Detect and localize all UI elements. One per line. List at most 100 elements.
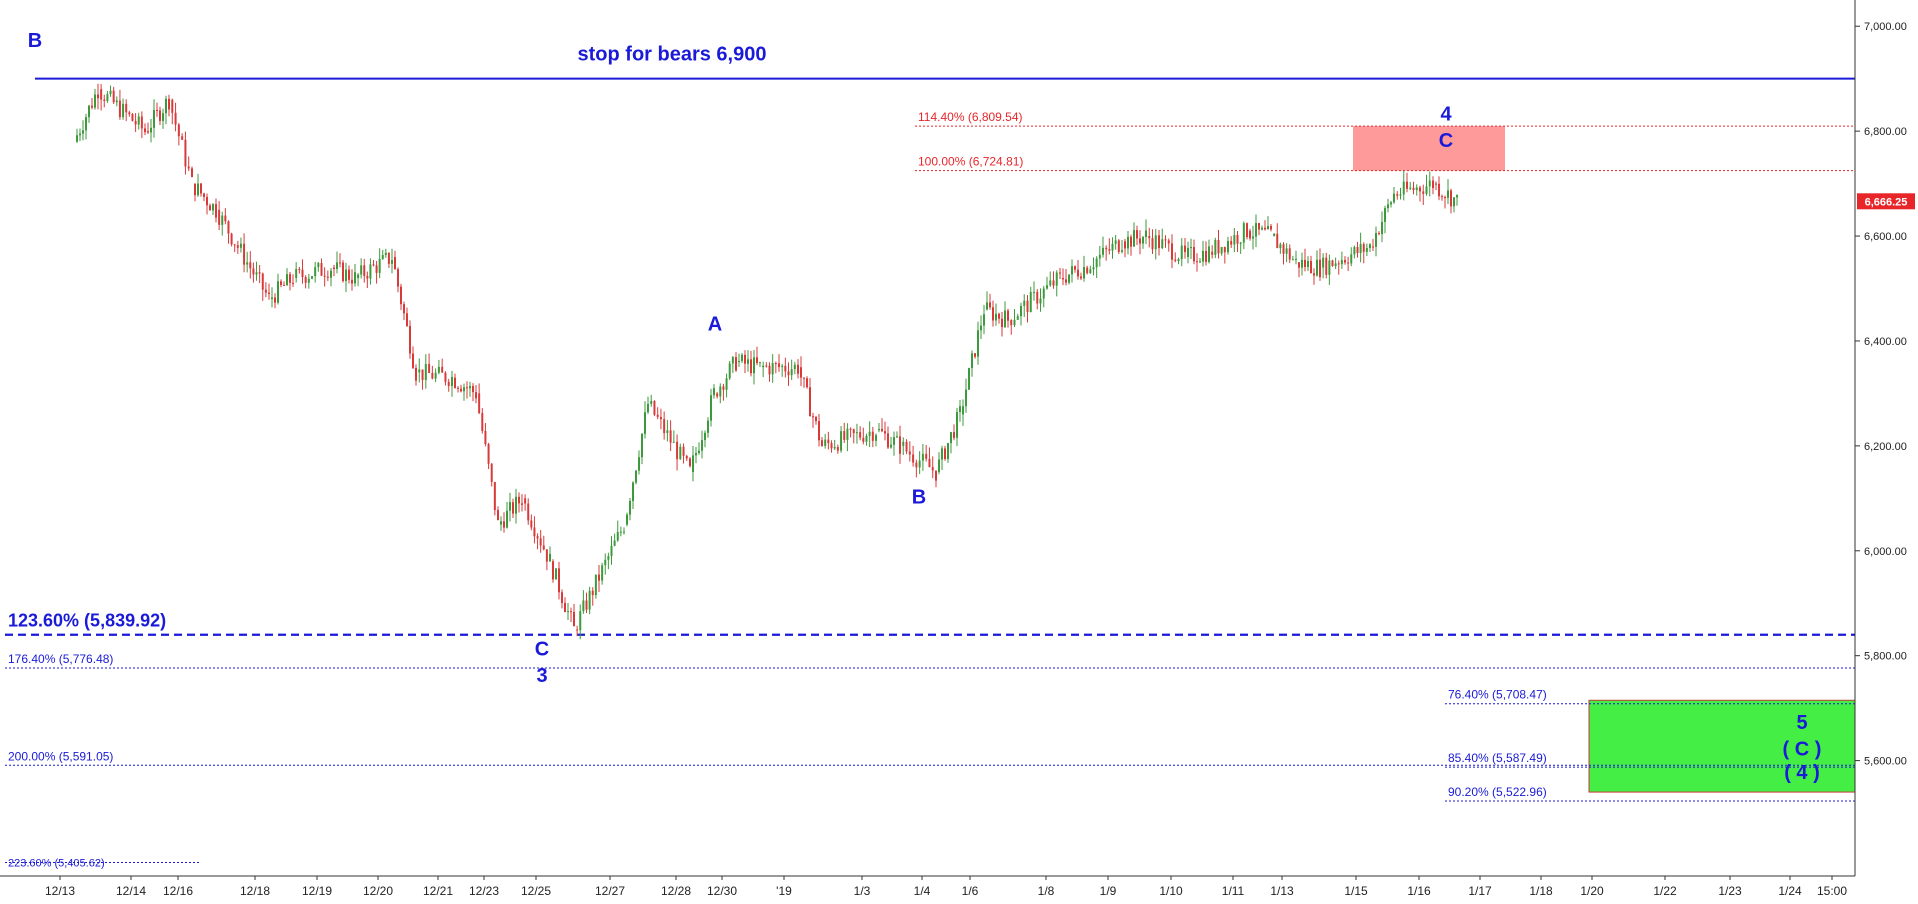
candle-body-366 [1211, 251, 1214, 255]
y-tick-label-0: 7,000.00 [1864, 21, 1907, 33]
candle-body-102 [391, 260, 393, 264]
candle-body-154 [552, 561, 554, 580]
candle-body-216 [744, 354, 746, 364]
overlay-lines-layer [5, 77, 1855, 864]
wave-label-4: 3 [536, 665, 547, 687]
candle-body-73 [301, 269, 304, 278]
candle-body-236 [806, 378, 808, 388]
candle-body-24 [150, 127, 152, 133]
candle-body-61 [264, 289, 267, 293]
candle-body-294 [986, 302, 988, 310]
candle-body-373 [1233, 235, 1236, 245]
candle-body-362 [1199, 261, 1201, 263]
candle-body-21 [140, 116, 143, 129]
x-tick-label-12: '19 [776, 884, 792, 898]
candle-body-258 [875, 435, 877, 441]
candle-body-378 [1249, 230, 1251, 239]
candle-body-160 [570, 611, 572, 613]
candle-body-380 [1255, 223, 1257, 237]
candle-body-222 [762, 365, 765, 368]
candle-body-58 [255, 272, 258, 275]
x-tick-label-26: 1/22 [1653, 884, 1677, 898]
x-tick-label-24: 1/18 [1529, 884, 1553, 898]
candle-body-9 [103, 99, 106, 101]
candle-body-297 [995, 313, 997, 321]
candle-body-93 [363, 265, 366, 277]
candle-body-39 [197, 183, 199, 196]
overlay-label-3: 123.60% (5,839.92) [8, 611, 166, 631]
candle-body-241 [821, 440, 823, 447]
candle-body-45 [215, 204, 217, 218]
candle-body-177 [623, 531, 625, 533]
candle-body-179 [629, 501, 631, 515]
candle-body-206 [713, 388, 715, 396]
candle-body-313 [1046, 285, 1048, 289]
candle-body-181 [635, 470, 637, 483]
x-tick-label-21: 1/15 [1344, 884, 1368, 898]
candle-body-155 [555, 568, 557, 580]
candle-body-242 [824, 439, 827, 446]
candle-body-120 [447, 381, 450, 387]
overlay-label-4: 176.40% (5,776.48) [8, 652, 113, 666]
candle-body-284 [956, 412, 958, 438]
candle-body-336 [1117, 240, 1120, 252]
candle-body-408 [1340, 260, 1343, 265]
candle-body-99 [381, 255, 384, 259]
candle-body-129 [475, 392, 477, 399]
candle-body-183 [641, 433, 643, 458]
candle-body-126 [466, 387, 468, 389]
x-tick-label-29: 15:00 [1817, 884, 1847, 898]
candle-body-368 [1217, 239, 1220, 254]
candle-body-202 [701, 440, 703, 451]
candle-body-286 [962, 406, 964, 415]
x-tick-label-27: 1/23 [1718, 884, 1742, 898]
candle-body-343 [1139, 238, 1141, 244]
candle-body-337 [1121, 250, 1123, 252]
candle-body-407 [1337, 263, 1340, 265]
x-tick-label-4: 12/19 [302, 884, 332, 898]
candle-body-254 [862, 437, 865, 442]
candle-body-114 [428, 363, 431, 373]
candle-body-161 [573, 611, 575, 627]
candle-body-327 [1089, 269, 1092, 274]
x-tick-label-18: 1/10 [1159, 884, 1183, 898]
candle-body-50 [230, 233, 233, 245]
candle-body-400 [1316, 259, 1318, 276]
candle-body-228 [781, 365, 784, 368]
candle-body-185 [647, 403, 649, 413]
candle-body-77 [314, 267, 317, 277]
candle-body-66 [280, 281, 282, 285]
candle-body-376 [1242, 223, 1245, 243]
candle-body-416 [1365, 248, 1368, 252]
candle-body-195 [679, 446, 682, 460]
candle-body-330 [1098, 254, 1101, 259]
candle-body-96 [372, 264, 375, 266]
candle-body-234 [800, 367, 802, 378]
candle-body-71 [295, 269, 298, 279]
candle-body-265 [896, 436, 898, 438]
overlay-label-8: 90.20% (5,522.96) [1448, 785, 1547, 799]
candle-body-399 [1313, 273, 1315, 276]
candle-body-106 [403, 304, 405, 314]
candle-body-178 [626, 514, 628, 525]
candle-body-191 [666, 430, 669, 434]
candle-body-391 [1288, 248, 1291, 260]
candle-body-147 [530, 520, 533, 528]
candle-body-25 [153, 109, 155, 128]
candle-body-186 [650, 400, 653, 404]
candle-body-105 [400, 286, 402, 305]
candle-body-123 [457, 387, 459, 389]
y-tick-label-5: 6,000.00 [1864, 546, 1907, 558]
x-tick-label-28: 1/24 [1778, 884, 1802, 898]
candle-body-272 [918, 460, 921, 468]
candle-body-38 [194, 183, 196, 196]
candle-body-43 [209, 205, 211, 211]
candle-body-67 [283, 284, 285, 286]
candle-body-412 [1353, 247, 1356, 255]
candle-body-156 [558, 568, 560, 593]
candle-body-33 [177, 124, 180, 137]
candle-body-239 [815, 416, 817, 422]
x-tick-label-5: 12/20 [363, 884, 393, 898]
candle-body-247 [840, 431, 843, 451]
candle-body-433 [1419, 187, 1421, 192]
